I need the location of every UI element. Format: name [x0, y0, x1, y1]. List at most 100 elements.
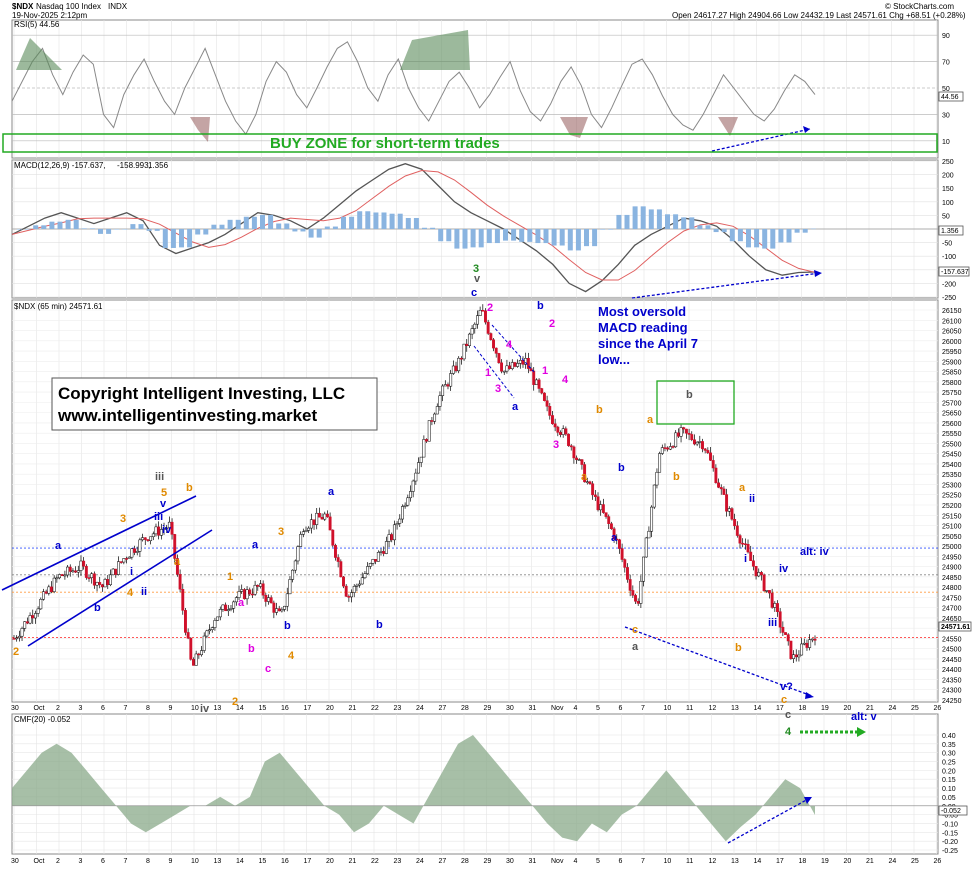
- wave-label-7: iii: [154, 511, 163, 523]
- x-tick-cmf-39: 24: [889, 858, 897, 865]
- buy-zone-box: [2, 133, 938, 153]
- macd-hist-bar-81: [673, 214, 679, 229]
- candle-body-0: [12, 638, 16, 640]
- rsi-tick-2: 50: [942, 86, 950, 93]
- macd-hist-label: 1.356: [148, 161, 169, 170]
- x-tick-cmf-24: Nov: [551, 858, 564, 865]
- note-line-4: low...: [598, 352, 630, 367]
- candle-body-274: [746, 544, 750, 553]
- candle-body-47: [138, 539, 142, 552]
- x-tick-price-17: 23: [394, 705, 402, 712]
- wave-label-36: 1: [542, 365, 548, 377]
- candle-body-37: [111, 568, 115, 576]
- candle-body-19: [63, 574, 67, 577]
- macd-hist-bar-64: [535, 229, 541, 244]
- candle-body-83: [234, 597, 238, 603]
- candle-body-200: [548, 406, 552, 416]
- wave-label-24: a: [328, 486, 335, 498]
- macd-hist-bar-30: [260, 214, 265, 229]
- macd-tick-3: 100: [942, 200, 954, 207]
- candle-body-87: [245, 589, 249, 600]
- candle-body-262: [714, 467, 718, 484]
- candle-body-222: [607, 516, 611, 524]
- x-tick-price-28: 7: [641, 705, 645, 712]
- candle-body-23: [74, 570, 78, 573]
- macd-hist-bar-47: [397, 213, 403, 229]
- cmf-divergence-line: [727, 797, 811, 844]
- candle-body-3: [20, 628, 24, 637]
- wave-label-41: b: [618, 462, 625, 474]
- x-tick-cmf-10: 14: [236, 858, 244, 865]
- macd-hist-bar-34: [292, 229, 298, 232]
- price-tick-19: 25200: [942, 503, 962, 510]
- wave-label-47: b: [673, 471, 680, 483]
- wave-label-19: c: [265, 663, 271, 675]
- candle-body-48: [141, 537, 145, 541]
- x-tick-cmf-18: 24: [416, 858, 424, 865]
- candle-body-234: [639, 580, 643, 604]
- candle-body-76: [216, 616, 220, 621]
- wave-label-35: 2: [549, 318, 555, 330]
- candle-body-118: [328, 516, 332, 531]
- candle-body-287: [781, 626, 785, 633]
- macd-hist-bar-83: [689, 217, 695, 229]
- candle-body-125: [347, 596, 351, 598]
- price-tick-37: 24300: [942, 688, 962, 695]
- x-tick-cmf-6: 8: [146, 858, 150, 865]
- x-tick-price-14: 20: [326, 705, 334, 712]
- macd-hist-bar-89: [737, 229, 743, 242]
- candle-body-189: [518, 360, 522, 364]
- candle-body-161: [443, 384, 447, 387]
- macd-tick-9: -200: [942, 281, 956, 288]
- macd-hist-bar-49: [413, 217, 419, 229]
- x-tick-cmf-38: 21: [866, 858, 874, 865]
- macd-hist-bar-60: [503, 229, 508, 241]
- macd-hist-bar-17: [154, 229, 160, 231]
- candle-body-149: [411, 480, 415, 492]
- rsi-tick-3: 30: [942, 112, 950, 119]
- wave-label-16: a: [238, 597, 245, 609]
- candle-body-214: [585, 481, 589, 483]
- candle-body-261: [711, 460, 715, 469]
- price-tick-27: 24800: [942, 585, 962, 592]
- price-tick-11: 25600: [942, 421, 962, 428]
- candle-body-285: [776, 603, 779, 612]
- macd-last-badge: [938, 266, 970, 277]
- candle-body-144: [398, 518, 402, 524]
- x-tick-price-7: 9: [169, 705, 173, 712]
- macd-tick-7: -100: [942, 254, 956, 261]
- candle-body-269: [733, 518, 737, 527]
- macd-hist-bar-77: [640, 206, 646, 229]
- wave-label-22: b: [284, 620, 291, 632]
- candle-body-186: [510, 362, 514, 369]
- candle-body-66: [189, 637, 193, 660]
- macd-hist-bar-72: [600, 229, 606, 230]
- macd-signal-label: -158.993,: [117, 161, 151, 170]
- wave-label-29: 2: [487, 302, 493, 314]
- candle-body-155: [427, 420, 431, 442]
- candle-body-159: [438, 395, 442, 407]
- candle-body-194: [532, 370, 536, 385]
- x-tick-price-2: 2: [56, 705, 60, 712]
- rsi-tick-1: 70: [942, 60, 950, 67]
- candle-body-236: [644, 537, 648, 558]
- candle-body-84: [237, 591, 241, 598]
- macd-hist-bar-35: [300, 229, 306, 232]
- candle-body-266: [725, 494, 729, 512]
- candle-body-68: [194, 653, 198, 666]
- candle-body-215: [588, 481, 592, 484]
- candle-body-147: [406, 497, 410, 506]
- price-tick-22: 25050: [942, 534, 962, 541]
- candle-body-163: [449, 373, 453, 387]
- candle-body-239: [652, 484, 656, 508]
- website-text: www.intelligentinvesting.market: [57, 406, 317, 425]
- macd-hist-bar-95: [786, 229, 792, 243]
- candle-body-235: [642, 556, 645, 582]
- x-tick-price-18: 24: [416, 705, 424, 712]
- rsi-last-value: 44.56: [941, 94, 959, 101]
- macd-hist-bar-50: [422, 227, 427, 229]
- candle-body-297: [808, 639, 812, 648]
- x-tick-price-22: 30: [506, 705, 514, 712]
- candle-body-55: [159, 529, 163, 536]
